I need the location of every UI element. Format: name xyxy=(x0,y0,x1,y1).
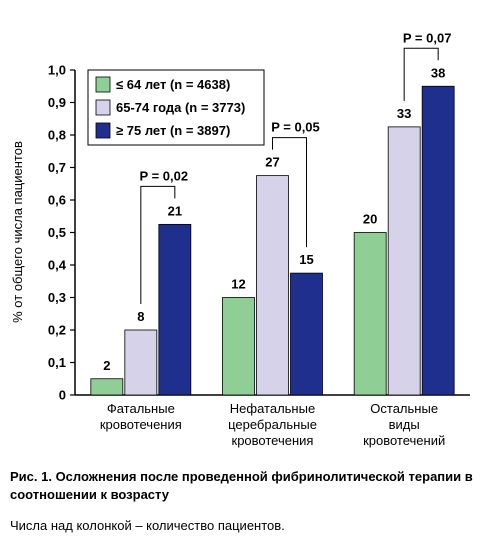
bar-value-label: 38 xyxy=(431,65,445,80)
bar-value-label: 21 xyxy=(168,203,182,218)
bar xyxy=(290,272,323,396)
p-value-label: P = 0,07 xyxy=(403,30,452,45)
bar xyxy=(90,378,124,396)
bar xyxy=(256,175,289,396)
bar xyxy=(124,329,158,396)
legend-swatch xyxy=(95,99,111,116)
y-tick-label: 0,4 xyxy=(48,258,67,273)
bar xyxy=(421,85,455,396)
legend-swatch xyxy=(95,76,111,93)
bar-value-label: 2 xyxy=(103,358,110,373)
category-label: Остальные виды кровотечений xyxy=(363,401,445,448)
bar-value-label: 12 xyxy=(231,277,245,292)
y-tick-label: 0,1 xyxy=(48,355,66,370)
bar-value-label: 15 xyxy=(299,252,313,267)
y-tick-label: 0,8 xyxy=(48,128,66,143)
category-label: Фатальные кровотечения xyxy=(100,401,182,432)
figure-note: Числа над колонкой – количество пациенто… xyxy=(10,518,285,533)
bar-chart: 00,10,20,30,40,50,60,70,80,91,0 21220827… xyxy=(10,30,470,448)
y-axis-title: % от общего числа пациентов xyxy=(10,141,25,323)
y-tick-label: 0,2 xyxy=(48,323,66,338)
bar-value-label: 8 xyxy=(137,309,144,324)
significance-bracket xyxy=(403,47,439,101)
y-tick-label: 1,0 xyxy=(48,63,66,78)
figure-caption: Рис. 1. Осложнения после проведенной фиб… xyxy=(10,469,473,502)
category-label: Нефатальные церебральные кровотечения xyxy=(228,401,317,448)
bar-value-label: 27 xyxy=(265,155,279,170)
y-tick-label: 0,6 xyxy=(48,193,66,208)
legend-label: ≥ 75 лет (n = 3897) xyxy=(116,123,230,138)
significance-bracket xyxy=(272,137,307,248)
bar-value-label: 33 xyxy=(397,106,411,121)
bar xyxy=(222,297,255,396)
chart-legend: ≤ 64 лет (n = 4638) 65-74 года (n = 3773)… xyxy=(87,69,265,146)
p-value-label: P = 0,05 xyxy=(271,120,320,135)
chart-category-labels: Фатальные кровотечения Нефатальные церебрал… xyxy=(100,401,445,448)
legend-label: ≤ 64 лет (n = 4638) xyxy=(116,77,230,92)
bar-value-label: 20 xyxy=(363,212,377,227)
chart-annotations: P = 0,02 P = 0,05 P = 0,07 xyxy=(140,30,452,304)
p-value-label: P = 0,02 xyxy=(140,168,189,183)
significance-bracket xyxy=(140,185,176,304)
y-tick-label: 0,3 xyxy=(48,290,66,305)
y-tick-label: 0 xyxy=(59,388,66,403)
legend-label: 65-74 года (n = 3773) xyxy=(116,100,245,115)
legend-box xyxy=(87,69,265,146)
bar xyxy=(387,126,421,396)
bar xyxy=(158,223,192,396)
y-tick-label: 0,5 xyxy=(48,225,66,240)
chart-axes: 0 0,1 0,2 0,3 0,4 0,5 0,6 0,7 0,8 0,9 1,0 xyxy=(48,63,470,403)
legend-swatch xyxy=(95,122,111,139)
chart-bars: 2 12 20 8 27 33 21 15 38 xyxy=(90,65,455,396)
y-tick-label: 0,7 xyxy=(48,160,66,175)
y-tick-label: 0,9 xyxy=(48,95,66,110)
bar xyxy=(353,232,387,396)
